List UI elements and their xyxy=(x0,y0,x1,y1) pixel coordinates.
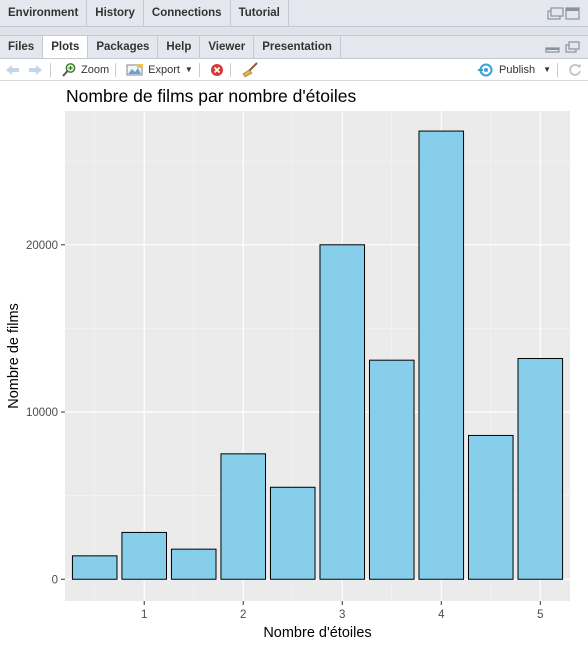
tab-environment[interactable]: Environment xyxy=(0,0,88,26)
x-tick-label: 2 xyxy=(240,609,246,621)
zoom-button[interactable]: Zoom xyxy=(61,61,109,79)
export-image-icon xyxy=(126,63,144,75)
tab-packages[interactable]: Packages xyxy=(88,36,159,58)
publish-icon xyxy=(478,63,493,76)
dropdown-caret-icon: ▼ xyxy=(184,65,193,74)
clear-all-plots-button[interactable] xyxy=(241,61,259,79)
magnifier-icon xyxy=(62,62,76,77)
toolbar-divider xyxy=(229,62,231,77)
top-pane-tabbar: Environment History Connections Tutorial xyxy=(0,0,588,27)
toolbar-divider xyxy=(198,62,200,77)
tab-history[interactable]: History xyxy=(87,0,144,26)
x-tick-label: 1 xyxy=(141,609,147,621)
bar xyxy=(468,434,514,580)
minimize-maximize-pane-icon[interactable] xyxy=(544,39,582,55)
x-axis: 1 2 3 4 5 xyxy=(141,601,543,621)
tab-help[interactable]: Help xyxy=(158,36,201,58)
y-axis-label: Nombre de films xyxy=(6,303,22,409)
refresh-icon xyxy=(569,63,581,76)
tab-connections[interactable]: Connections xyxy=(143,0,231,26)
broom-icon xyxy=(242,61,258,77)
tab-tutorial[interactable]: Tutorial xyxy=(230,0,289,26)
dropdown-caret-icon: ▼ xyxy=(543,65,551,74)
y-tick-label: 20000 xyxy=(26,240,58,252)
y-tick-label: 10000 xyxy=(26,407,58,419)
bar xyxy=(517,358,564,580)
publish-label: Publish xyxy=(499,63,536,76)
remove-plot-icon xyxy=(210,63,223,76)
bottom-pane-tabs: Files Plots Packages Help Viewer Present… xyxy=(0,36,341,58)
x-tick-label: 5 xyxy=(537,609,543,621)
bar xyxy=(269,486,316,580)
bar xyxy=(418,130,465,580)
forward-arrow-icon[interactable] xyxy=(26,61,44,79)
refresh-button[interactable] xyxy=(568,61,582,79)
bar xyxy=(319,244,366,580)
tab-presentation[interactable]: Presentation xyxy=(254,36,341,58)
tab-plots[interactable]: Plots xyxy=(43,36,89,58)
x-tick-label: 4 xyxy=(438,609,445,621)
restore-pane-icon[interactable] xyxy=(546,5,582,21)
bar xyxy=(71,555,118,580)
y-tick-label: 0 xyxy=(52,574,58,586)
publish-button[interactable]: Publish ▼ xyxy=(477,61,551,79)
tab-viewer[interactable]: Viewer xyxy=(200,36,255,58)
zoom-label: Zoom xyxy=(81,63,110,76)
pane-splitter[interactable] xyxy=(0,27,588,35)
toolbar-divider xyxy=(50,62,51,77)
top-pane-tabs: Environment History Connections Tutorial xyxy=(0,0,289,26)
chart-title: Nombre de films par nombre d'étoiles xyxy=(66,86,357,106)
plot-viewer: Nombre de films par nombre d'étoiles 1 2 3… xyxy=(0,81,588,645)
bottom-pane-window-controls xyxy=(544,36,582,58)
top-pane-window-controls xyxy=(546,0,582,26)
bottom-pane-tabbar: Files Plots Packages Help Viewer Present… xyxy=(0,35,588,59)
bar xyxy=(121,531,167,580)
remove-plot-button[interactable] xyxy=(210,61,224,79)
x-axis-label: Nombre d'étoiles xyxy=(263,625,371,641)
bar-chart: Nombre de films par nombre d'étoiles 1 2 3… xyxy=(6,86,570,641)
toolbar-right: Publish ▼ xyxy=(473,59,588,80)
export-label: Export xyxy=(148,63,180,76)
bars xyxy=(71,130,564,580)
bar xyxy=(170,548,217,580)
tab-files[interactable]: Files xyxy=(0,36,44,58)
export-button[interactable]: Export ▼ xyxy=(126,61,193,79)
back-arrow-icon[interactable] xyxy=(4,61,22,79)
bar xyxy=(220,453,267,580)
plots-toolbar: Zoom Export ▼ Publis xyxy=(0,59,588,81)
y-axis: 0 10000 20000 xyxy=(26,240,65,586)
bar xyxy=(368,359,415,580)
toolbar-divider xyxy=(557,62,558,77)
x-tick-label: 3 xyxy=(339,609,345,621)
toolbar-divider xyxy=(115,62,117,77)
